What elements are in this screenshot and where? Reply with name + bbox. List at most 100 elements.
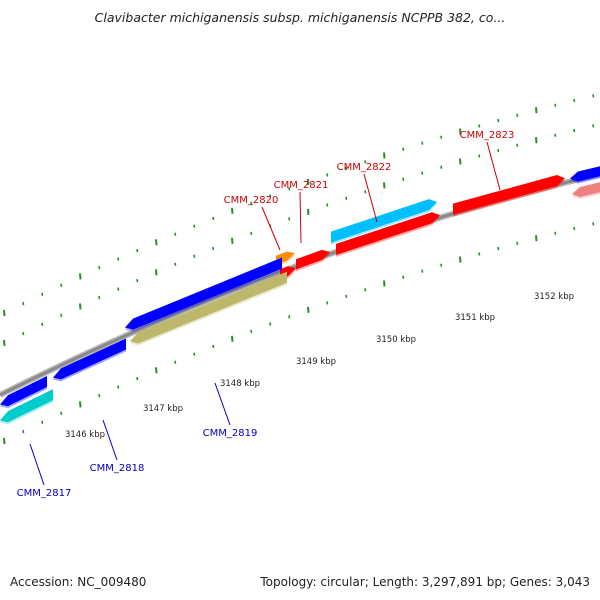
tick-mark: [22, 301, 25, 306]
tick-label: 3148 kbp: [220, 379, 260, 389]
gene-label-text: CMM_2822: [337, 162, 392, 173]
gene-label-cmm-2817[interactable]: CMM_2817: [17, 443, 72, 499]
gene-label-text: CMM_2820: [224, 195, 279, 206]
gene-label-cmm-2819[interactable]: CMM_2819: [203, 382, 258, 439]
tick-mark: [98, 266, 101, 270]
tick-mark: [383, 182, 386, 189]
tick-mark: [364, 160, 367, 164]
gene-label-cmm-2822[interactable]: CMM_2822: [337, 162, 392, 223]
accession-text: Accession: NC_009480: [10, 575, 146, 589]
tick-mark: [459, 158, 462, 165]
tick-mark: [41, 420, 44, 425]
gene-label-cmm-2818[interactable]: CMM_2818: [90, 419, 145, 474]
tick-mark: [345, 196, 348, 200]
gene-cmm-2819-body: [125, 257, 282, 330]
tick-mark: [326, 301, 329, 305]
tick-mark: [478, 154, 481, 158]
leader-line: [363, 173, 378, 223]
tick-mark: [79, 303, 82, 310]
gene-label-cmm-2823[interactable]: CMM_2823: [460, 130, 515, 191]
tick-mark: [193, 352, 196, 356]
gene-label-text: CMM_2819: [203, 428, 258, 439]
gene-cmm-2822[interactable]: [336, 212, 440, 257]
tick-mark: [535, 235, 538, 242]
gene-cmm-2819-olive[interactable]: [130, 271, 287, 346]
tick-mark: [250, 329, 253, 333]
gene-next-reverse[interactable]: [570, 166, 600, 184]
tick-mark: [497, 148, 500, 153]
tick-mark: [573, 226, 576, 231]
gene-label-cmm-2821[interactable]: CMM_2821: [274, 180, 329, 244]
leader-line: [29, 443, 45, 486]
gene-cmm-2817-cyan-body: [0, 389, 53, 423]
gene-next-reverse-body: [570, 166, 600, 182]
tick-mark: [98, 394, 101, 398]
tick-mark: [383, 152, 386, 159]
tick-mark: [440, 135, 443, 139]
tick-label: 3152 kbp: [534, 292, 574, 302]
gene-label-text: CMM_2821: [274, 180, 329, 191]
tick-label: 3147 kbp: [143, 404, 183, 414]
tick-mark: [288, 315, 291, 319]
tick-mark: [22, 429, 25, 434]
gene-cmm-2822-other[interactable]: [331, 199, 437, 245]
tick-mark: [516, 241, 519, 245]
tick-mark: [592, 94, 595, 98]
gene-cmm-2821-body: [296, 249, 330, 270]
tick-mark: [231, 237, 234, 244]
gene-cmm-2823[interactable]: [453, 174, 565, 217]
tick-label: 3151 kbp: [455, 313, 495, 323]
tick-mark: [250, 201, 253, 205]
tick-mark: [592, 222, 595, 226]
topology-text: Topology: circular; Length: 3,297,891 bp…: [259, 575, 590, 589]
gene-cmm-2817[interactable]: [0, 375, 47, 409]
tick-mark: [231, 335, 234, 342]
tick-mark: [60, 411, 63, 415]
tick-mark: [212, 344, 215, 349]
tick-mark: [3, 339, 6, 347]
tick-mark: [155, 269, 158, 276]
tick-mark: [535, 137, 538, 144]
tick-mark: [592, 124, 595, 128]
tick-mark: [288, 217, 291, 221]
map-title: Clavibacter michiganensis subsp. michiga…: [95, 10, 506, 25]
tick-mark: [402, 177, 405, 181]
tick-mark: [554, 231, 557, 235]
tick-mark: [41, 322, 44, 327]
tick-mark: [497, 118, 500, 123]
features: [0, 166, 600, 425]
tick-mark: [3, 309, 6, 317]
tick-label: 3149 kbp: [296, 357, 336, 367]
tick-mark: [459, 128, 462, 135]
gene-cmm-2818-body: [53, 338, 126, 380]
tick-label: 3150 kbp: [376, 335, 416, 345]
tick-mark: [497, 246, 500, 251]
tick-mark: [421, 171, 424, 175]
tick-mark: [193, 224, 196, 228]
gene-cmm-2822-body: [336, 212, 440, 255]
tick-mark: [269, 322, 272, 326]
tick-mark: [573, 98, 576, 103]
tick-mark: [174, 232, 177, 236]
tick-mark: [98, 296, 101, 300]
tick-mark: [478, 124, 481, 128]
gene-cmm-2819[interactable]: [125, 257, 282, 332]
tick-mark: [136, 278, 139, 283]
tick-mark: [440, 263, 443, 267]
gene-cmm-2818[interactable]: [53, 338, 126, 382]
leader-line: [299, 191, 302, 244]
gene-label-cmm-2820[interactable]: CMM_2820: [224, 195, 281, 251]
tick-mark: [60, 283, 63, 287]
tick-mark: [554, 133, 557, 137]
gene-label-text: CMM_2817: [17, 488, 72, 499]
tick-mark: [364, 288, 367, 292]
tick-labels: 3146 kbp 3147 kbp 3148 kbp 3149 kbp 3150 kbp…: [65, 292, 574, 440]
tick-mark: [383, 280, 386, 287]
gene-next-light[interactable]: [572, 182, 600, 200]
gene-cmm-2821[interactable]: [296, 249, 330, 272]
tick-mark: [22, 331, 25, 336]
gene-cmm-2817-cyan[interactable]: [0, 389, 53, 425]
tick-mark: [459, 256, 462, 263]
tick-mark: [421, 269, 424, 273]
